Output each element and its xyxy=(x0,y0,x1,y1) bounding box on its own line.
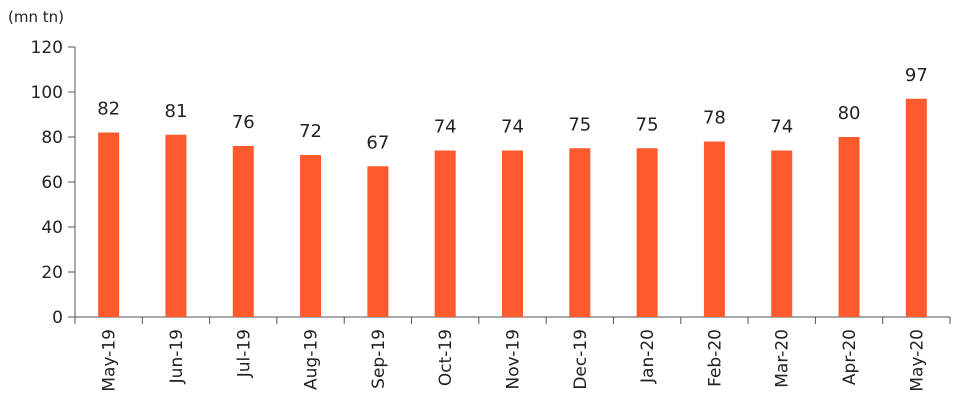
data-label: 74 xyxy=(501,117,524,138)
y-tick-label: 20 xyxy=(41,263,63,283)
y-axis-ticks: 0 20 40 60 80 100 120 xyxy=(31,38,75,328)
x-tick-label: Jul-19 xyxy=(234,329,254,378)
data-label: 67 xyxy=(366,132,389,153)
bar xyxy=(838,137,860,317)
data-label: 82 xyxy=(97,99,120,120)
bar xyxy=(434,150,456,317)
x-tick-label: Apr-20 xyxy=(840,329,860,385)
data-label: 74 xyxy=(434,117,457,138)
bar xyxy=(98,132,120,317)
data-label: 81 xyxy=(165,101,188,122)
data-labels: 82 81 76 72 67 74 74 75 75 78 74 80 97 xyxy=(97,65,928,154)
x-tick-label: May-19 xyxy=(100,329,120,392)
x-tick-label: Mar-20 xyxy=(773,329,793,388)
bar xyxy=(165,134,187,317)
data-label: 72 xyxy=(299,121,322,142)
bar xyxy=(367,166,389,317)
x-tick-label: Dec-19 xyxy=(571,329,591,390)
x-tick-label: Aug-19 xyxy=(302,329,322,390)
x-tick-label: Jun-19 xyxy=(167,329,187,384)
data-label: 80 xyxy=(838,103,861,124)
data-label: 75 xyxy=(636,114,659,135)
x-axis-ticks: May-19 Jun-19 Jul-19 Aug-19 Sep-19 Oct-19 Nov-… xyxy=(74,317,951,392)
y-axis-unit-label: (mn tn) xyxy=(8,8,64,26)
bar xyxy=(232,146,254,317)
data-label: 75 xyxy=(568,114,591,135)
bar-series xyxy=(98,98,927,317)
data-label: 74 xyxy=(770,117,793,138)
x-tick-label: Sep-19 xyxy=(369,329,389,389)
y-tick-label: 60 xyxy=(41,173,63,193)
y-tick-label: 40 xyxy=(41,218,63,238)
y-tick-label: 80 xyxy=(41,128,63,148)
x-tick-label: Jan-20 xyxy=(638,329,658,384)
bar xyxy=(502,150,523,317)
x-tick-label: Feb-20 xyxy=(705,329,725,387)
data-label: 78 xyxy=(703,108,726,129)
bar xyxy=(703,141,725,317)
bar xyxy=(569,148,591,317)
y-tick-label: 0 xyxy=(52,308,63,328)
data-label: 76 xyxy=(232,112,255,133)
data-label: 97 xyxy=(905,65,928,86)
bar xyxy=(300,155,322,317)
x-tick-label: May-20 xyxy=(907,329,927,392)
y-tick-label: 120 xyxy=(31,38,63,58)
bar xyxy=(905,98,927,317)
x-tick-label: Nov-19 xyxy=(504,329,524,390)
y-tick-label: 100 xyxy=(31,83,63,103)
bar xyxy=(636,148,658,317)
bar xyxy=(771,150,793,317)
x-tick-label: Oct-19 xyxy=(436,329,456,386)
